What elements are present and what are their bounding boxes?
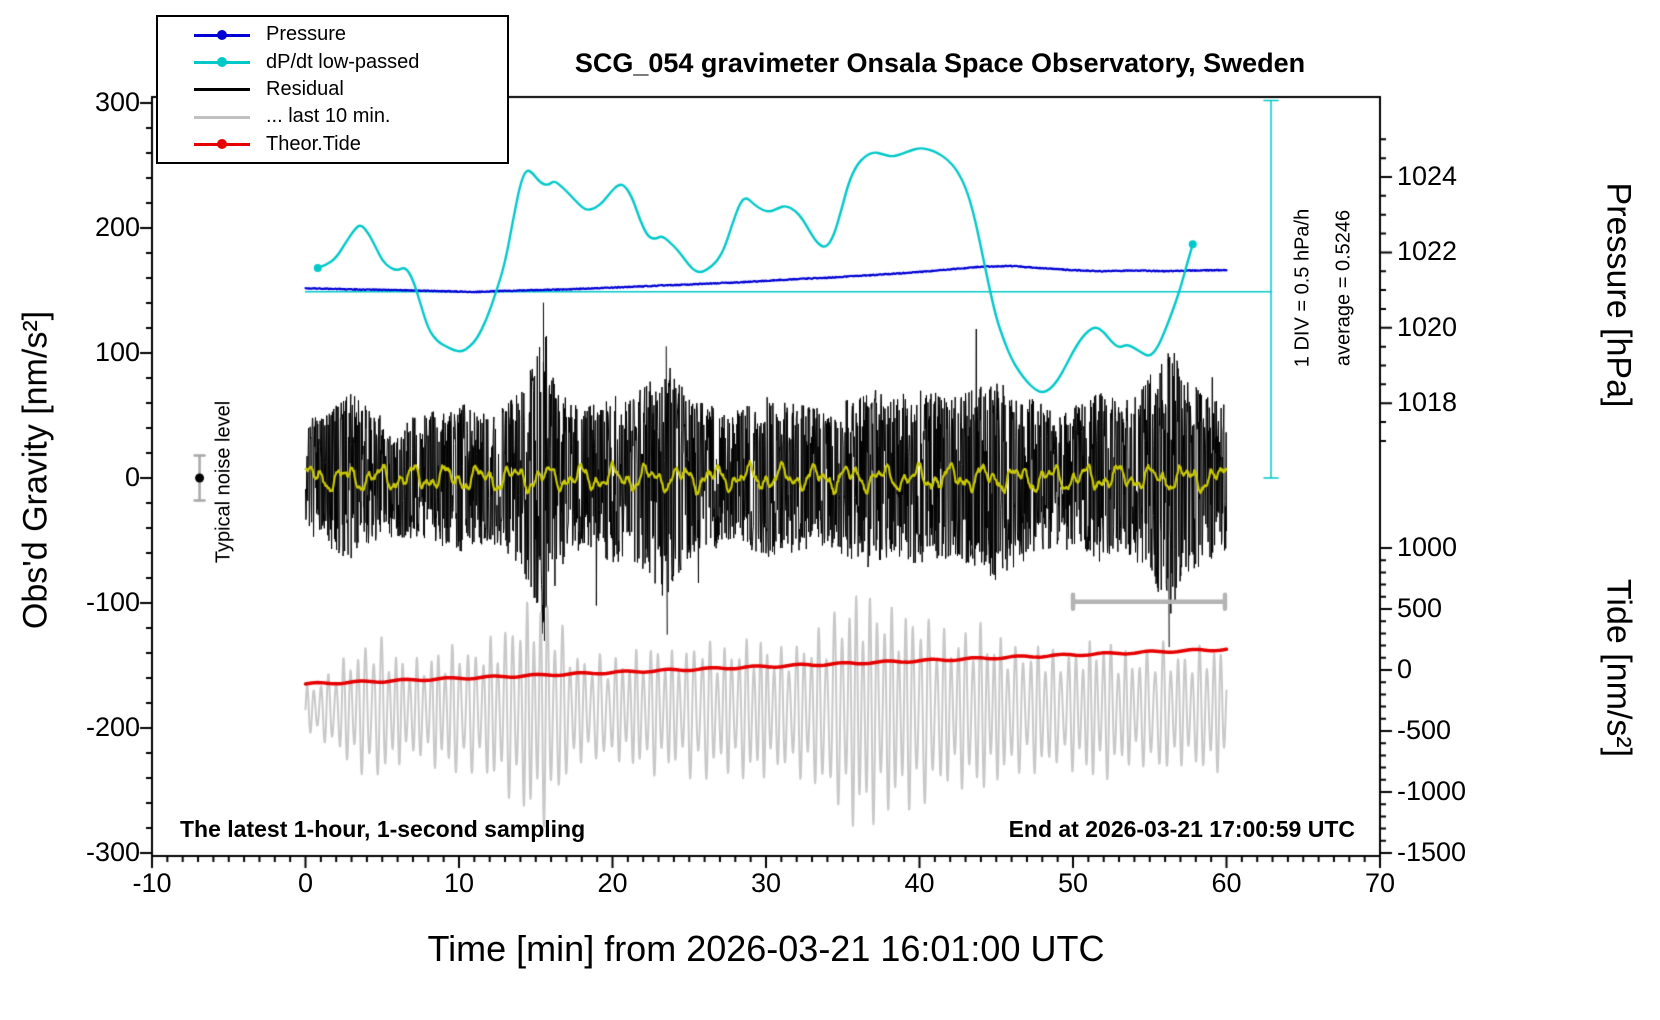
legend-label-residual: Residual: [266, 77, 344, 100]
pressure-line-symbol: [194, 29, 250, 40]
gravity-tick-label: 100: [94, 337, 140, 367]
last10-line-symbol: [194, 112, 250, 122]
legend: Pressure dP/dt low-passed Residual ... l…: [156, 15, 509, 164]
pressure-tick-label: 1024: [1397, 161, 1458, 191]
pressure-tick-label: 1018: [1397, 387, 1458, 418]
pressure-tick-label: 1020: [1397, 311, 1458, 342]
gravity-tick-label: 200: [94, 212, 140, 242]
legend-label-tide: Theor.Tide: [266, 132, 361, 155]
legend-item-pressure: Pressure: [194, 22, 507, 48]
tide-tick-label: 500: [1397, 593, 1443, 623]
time-tick-label: 50: [1057, 868, 1089, 898]
line-swatch: [194, 88, 250, 92]
legend-item-last10: ... last 10 min.: [194, 104, 507, 130]
dot-marker: [217, 139, 227, 150]
pressure-tick-label: 1022: [1397, 236, 1458, 267]
time-tick-label: 20: [597, 868, 628, 898]
dot-marker: [217, 57, 227, 68]
dpdt-line-symbol: [194, 57, 250, 68]
tide-tick-label: 0: [1397, 654, 1413, 684]
gravity-axis-label: Obs'd Gravity [nm/s²]: [16, 310, 55, 630]
time-tick-label: 40: [904, 868, 935, 898]
time-tick-label: 10: [443, 868, 475, 898]
time-tick-label: 30: [750, 868, 782, 898]
pressure-axis-label: Pressure [hPa]: [1599, 182, 1638, 408]
tide-line-symbol: [194, 139, 250, 150]
time-tick-label: 60: [1211, 868, 1242, 898]
gravity-tick-label: -200: [85, 712, 140, 742]
div-scale-annotation: 1 DIV = 0.5 hPa/h: [1291, 208, 1314, 368]
average-annotation: average = 0.5246: [1332, 209, 1355, 367]
legend-item-residual: Residual: [194, 76, 507, 102]
time-tick-label: 70: [1364, 868, 1396, 898]
end-time-note: End at 2026-03-21 17:00:59 UTC: [1008, 816, 1355, 842]
legend-label-pressure: Pressure: [266, 23, 347, 46]
legend-item-tide: Theor.Tide: [194, 131, 507, 157]
gravity-tick-label: -100: [85, 587, 140, 617]
chart-title: SCG_054 gravimeter Onsala Space Observat…: [574, 48, 1306, 78]
tide-tick-label: 1000: [1397, 532, 1458, 562]
dot-marker: [217, 29, 227, 40]
tide-tick-label: -1000: [1397, 776, 1467, 806]
time-tick-label: 0: [297, 868, 314, 898]
gravity-tick-label: 0: [124, 462, 140, 492]
tide-axis-label: Tide [nm/s²]: [1599, 578, 1638, 758]
gravity-tick-label: -300: [85, 837, 140, 867]
sampling-note: The latest 1-hour, 1-second sampling: [180, 816, 586, 842]
time-tick-label: -10: [132, 868, 172, 898]
legend-label-last10: ... last 10 min.: [266, 105, 391, 128]
noise-level-label: Typical noise level: [212, 400, 235, 564]
legend-item-dpdt: dP/dt low-passed: [194, 49, 507, 75]
gravity-tick-label: 300: [94, 87, 140, 117]
line-swatch: [194, 115, 250, 119]
tide-tick-label: -1500: [1397, 837, 1467, 867]
legend-label-dpdt: dP/dt low-passed: [266, 50, 420, 73]
time-axis-label: Time [min] from 2026-03-21 16:01:00 UTC: [427, 928, 1105, 969]
residual-line-symbol: [194, 84, 250, 94]
tide-tick-label: -500: [1397, 715, 1452, 745]
